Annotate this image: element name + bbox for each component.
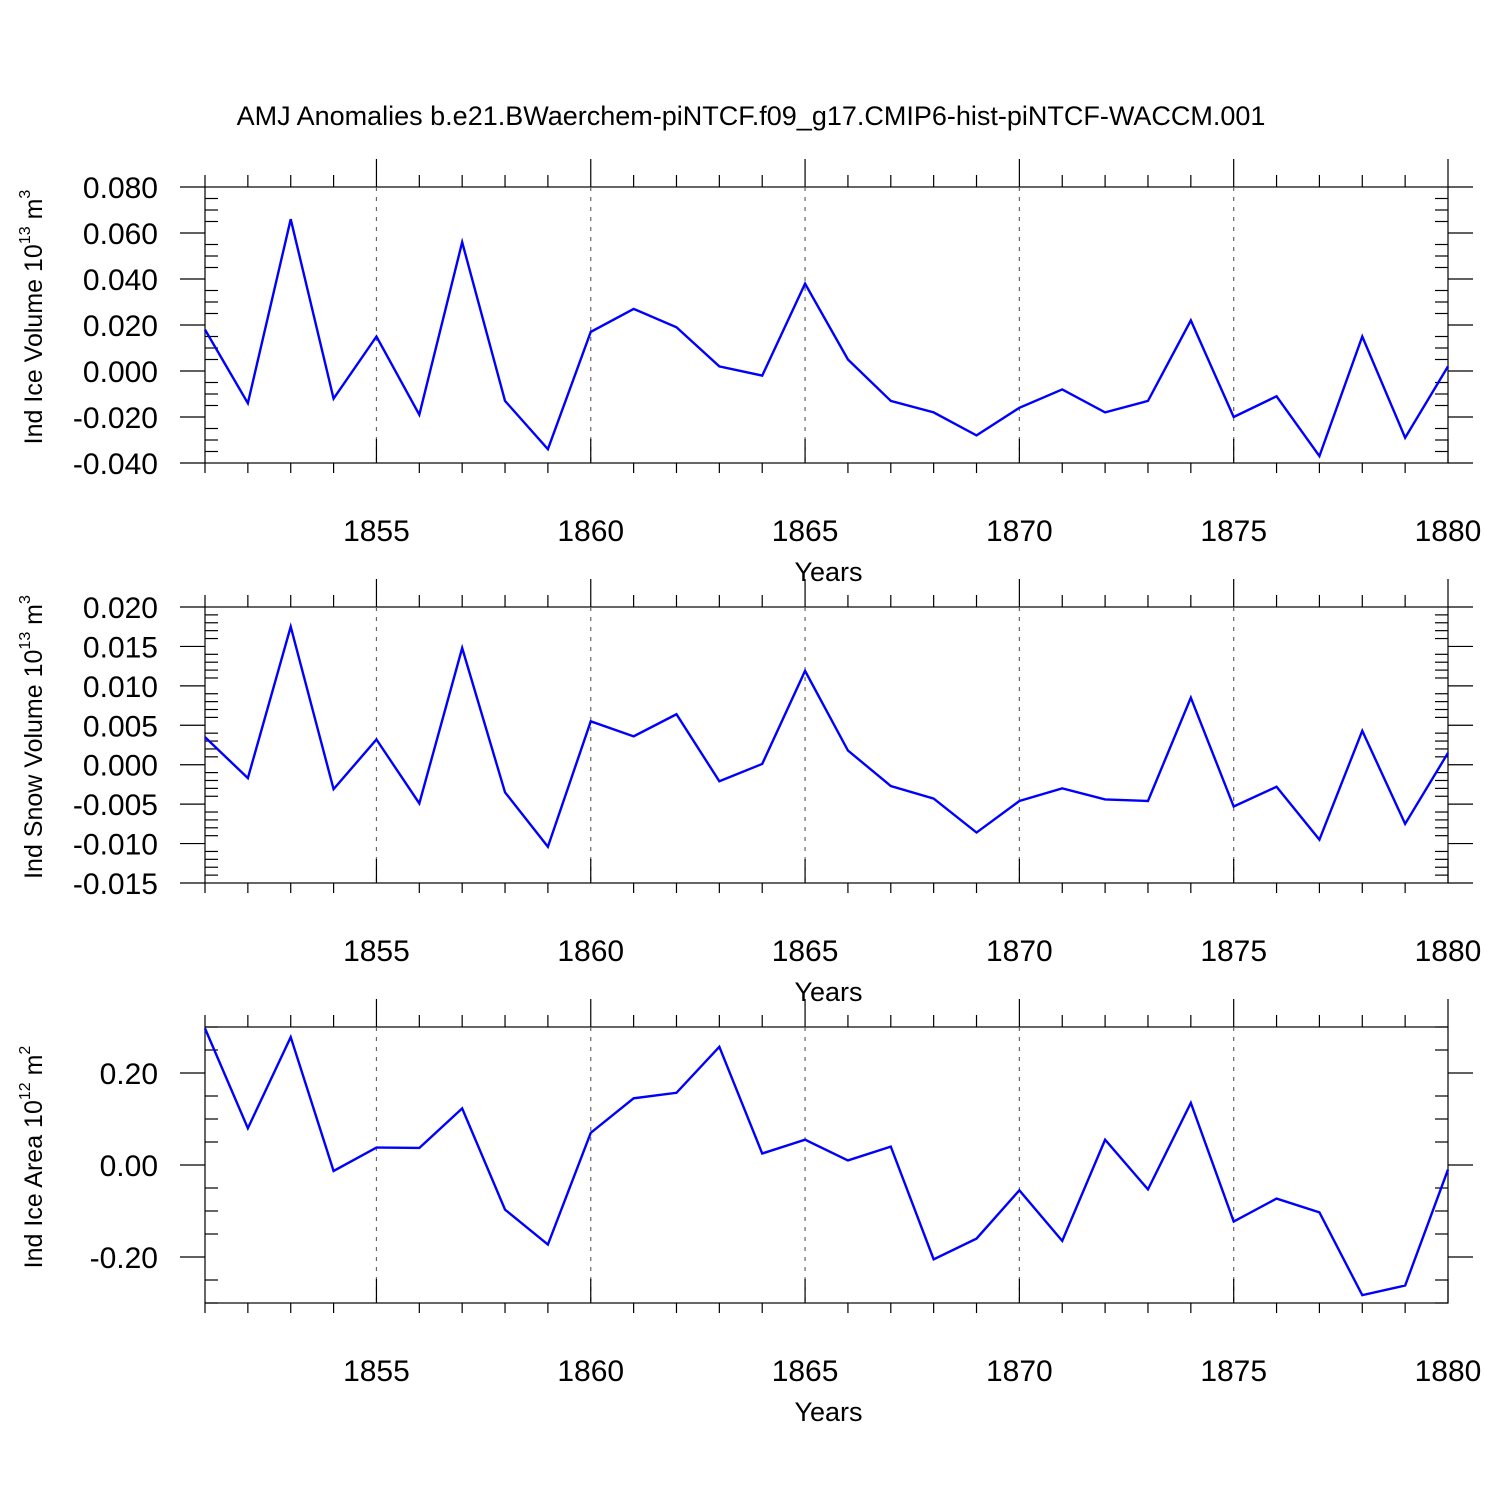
ice-area-series-line: [203, 1027, 1450, 1297]
ice-volume-x-tick-label: 1865: [772, 515, 839, 548]
ice-volume-x-tick-label: 1875: [1200, 515, 1267, 548]
snow-volume-series-line: [204, 622, 1450, 850]
ice-area-x-tick-label: 1865: [772, 1355, 839, 1388]
ice-volume-ylabel-main: Ind Ice Volume 10: [20, 244, 48, 444]
ice-area-x-tick-label: 1875: [1200, 1355, 1267, 1388]
snow-volume-x-tick-label: 1860: [557, 935, 624, 968]
snow-volume-y-tick-label: 0.015: [83, 631, 158, 664]
ice-volume-x-tick-label: 1880: [1415, 515, 1482, 548]
snow-volume-y-tick-label: -0.010: [73, 829, 158, 862]
ice-volume-y-tick-label: -0.020: [73, 402, 158, 435]
snow-volume-y-axis-label: Ind Snow Volume 1013 m3: [17, 595, 48, 879]
ice-area-x-tick-label: 1870: [986, 1355, 1053, 1388]
snow-volume-x-axis-label: Years: [794, 977, 862, 1007]
ice-area-y-tick-label: 0.20: [100, 1058, 158, 1091]
ice-area-ylabel-unit: m: [20, 1055, 48, 1083]
ice-area-x-tick-label: 1880: [1415, 1355, 1482, 1388]
snow-volume-x-tick-label: 1870: [986, 935, 1053, 968]
snow-volume-x-tick-label: 1855: [343, 935, 410, 968]
ice-volume-ylabel-exponent: 13: [17, 226, 34, 244]
ice-volume-y-tick-label: 0.040: [83, 264, 158, 297]
ice-volume-y-tick-label: 0.060: [83, 218, 158, 251]
ice-area-tick-labels: 1855 1860 1865 1870 1875 1880 -0.20 0.00 0.20: [90, 1058, 1482, 1388]
ice-volume-panel: 1855 1860 1865 1870 1875 1880 -0.040 -0.020 0.00…: [17, 159, 1481, 587]
ice-volume-gridlines: [375, 187, 1235, 463]
snow-volume-gridlines: [375, 607, 1235, 883]
ice-area-ticks: [180, 999, 1473, 1313]
snow-volume-x-tick-label: 1865: [772, 935, 839, 968]
snow-volume-x-tick-label: 1880: [1415, 935, 1482, 968]
ice-area-plot-frame: [204, 1026, 1449, 1304]
snow-volume-panel: 1855 1860 1865 1870 1875 1880 -0.015 -0.010 -0.0…: [17, 579, 1481, 1007]
snow-volume-ylabel-unit-exponent: 3: [17, 595, 34, 604]
ice-area-ylabel-exponent: 12: [17, 1082, 34, 1100]
ice-area-panel: 1855 1860 1865 1870 1875 1880 -0.20 0.00 0.20 Ye…: [17, 999, 1481, 1427]
ice-volume-x-tick-label: 1860: [557, 515, 624, 548]
snow-volume-ylabel-exponent: 13: [17, 632, 34, 650]
ice-volume-y-tick-label: 0.000: [83, 356, 158, 389]
ice-volume-plot-frame: [204, 186, 1449, 464]
snow-volume-plot-frame: [204, 606, 1449, 884]
snow-volume-tick-labels: 1855 1860 1865 1870 1875 1880 -0.015 -0.010 -0.0…: [73, 592, 1481, 968]
ice-area-x-axis-label: Years: [794, 1397, 862, 1427]
ice-volume-x-tick-label: 1870: [986, 515, 1053, 548]
snow-volume-y-tick-label: 0.005: [83, 710, 158, 743]
figure-title: AMJ Anomalies b.e21.BWaerchem-piNTCF.f09…: [237, 101, 1266, 131]
ice-volume-y-axis-label: Ind Ice Volume 1013 m3: [17, 190, 48, 445]
ice-area-y-axis-label: Ind Ice Area 1012 m2: [17, 1046, 48, 1269]
snow-volume-ylabel-unit: m: [20, 604, 48, 632]
ice-area-x-tick-label: 1855: [343, 1355, 410, 1388]
snow-volume-ylabel-main: Ind Snow Volume 10: [20, 650, 48, 879]
ice-volume-x-tick-label: 1855: [343, 515, 410, 548]
snow-volume-ticks: [180, 579, 1473, 893]
snow-volume-y-tick-label: 0.000: [83, 750, 158, 783]
snow-volume-x-tick-label: 1875: [1200, 935, 1267, 968]
ice-volume-y-tick-label: -0.040: [73, 448, 158, 481]
snow-volume-y-tick-label: 0.010: [83, 671, 158, 704]
ice-volume-ylabel-unit-exponent: 3: [17, 190, 34, 199]
ice-area-ylabel-main: Ind Ice Area 10: [20, 1100, 48, 1268]
snow-volume-y-tick-label: -0.015: [73, 868, 158, 901]
ice-volume-y-tick-label: 0.080: [83, 172, 158, 205]
ice-area-y-tick-label: -0.20: [90, 1242, 158, 1275]
ice-volume-series-line: [203, 218, 1450, 459]
ice-volume-y-tick-label: 0.020: [83, 310, 158, 343]
ice-volume-ticks: [180, 159, 1473, 473]
ice-area-x-tick-label: 1860: [557, 1355, 624, 1388]
ice-area-ylabel-unit-exponent: 2: [17, 1046, 34, 1055]
snow-volume-y-tick-label: 0.020: [83, 592, 158, 625]
ice-volume-ylabel-unit: m: [20, 199, 48, 227]
ice-area-gridlines: [375, 1027, 1235, 1303]
ice-volume-x-axis-label: Years: [794, 557, 862, 587]
snow-volume-y-tick-label: -0.005: [73, 789, 158, 822]
ice-volume-tick-labels: 1855 1860 1865 1870 1875 1880 -0.040 -0.020 0.00…: [73, 172, 1481, 548]
ice-area-y-tick-label: 0.00: [100, 1150, 158, 1183]
